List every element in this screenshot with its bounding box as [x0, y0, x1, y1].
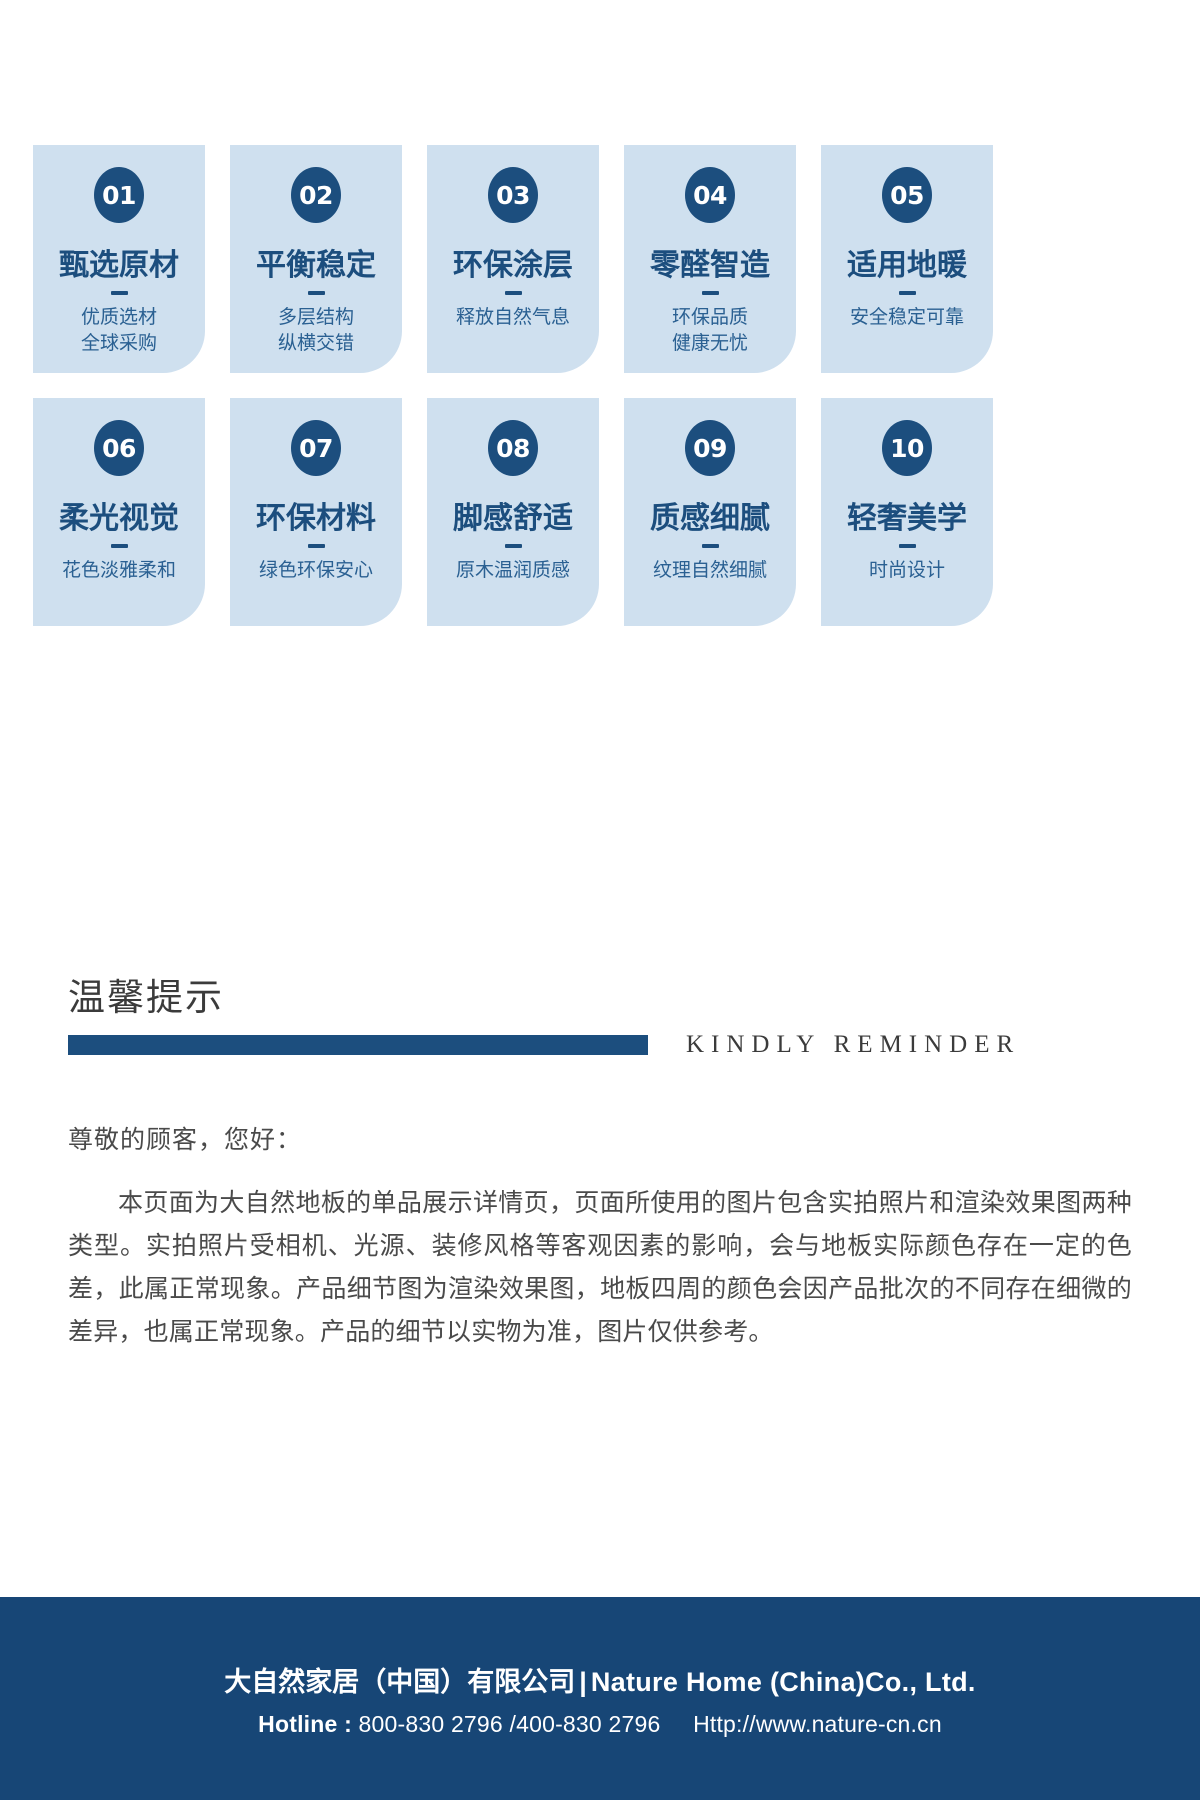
reminder-title-en: KINDLY REMINDER: [686, 1031, 1021, 1059]
footer-separator: |: [579, 1666, 587, 1697]
feature-description: 绿色环保安心: [258, 560, 373, 581]
reminder-accent-bar: [68, 1035, 648, 1056]
feature-description: 安全稳定可靠: [849, 307, 964, 328]
feature-number-badge: 03: [488, 167, 538, 223]
feature-description: 环保品质 健康无忧: [671, 307, 748, 354]
feature-number-badge: 10: [882, 420, 932, 476]
feature-title: 质感细腻: [650, 502, 770, 535]
feature-card[interactable]: 06 柔光视觉 花色淡雅柔和: [33, 398, 205, 626]
divider-dash-icon: [307, 291, 325, 295]
reminder-title-cn: 温馨提示: [68, 977, 224, 1018]
feature-description: 优质选材 全球采购: [80, 307, 157, 354]
feature-title: 柔光视觉: [59, 502, 179, 535]
feature-card[interactable]: 03 环保涂层 释放自然气息: [427, 145, 599, 373]
feature-number-badge: 02: [291, 167, 341, 223]
reminder-header: 温馨提示 KINDLY REMINDER: [68, 975, 1132, 1059]
feature-description: 原木温润质感: [455, 560, 570, 581]
divider-dash-icon: [504, 291, 522, 295]
feature-number-badge: 07: [291, 420, 341, 476]
feature-card[interactable]: 07 环保材料 绿色环保安心: [230, 398, 402, 626]
feature-description: 花色淡雅柔和: [61, 560, 176, 581]
feature-number-badge: 01: [94, 167, 144, 223]
divider-dash-icon: [701, 291, 719, 295]
feature-grid: 01 甄选原材 优质选材 全球采购 02 平衡稳定 多层结构 纵横交错 03 环…: [33, 145, 1167, 626]
divider-dash-icon: [110, 291, 128, 295]
feature-row-1: 01 甄选原材 优质选材 全球采购 02 平衡稳定 多层结构 纵横交错 03 环…: [33, 145, 1167, 373]
page-footer: 大自然家居（中国）有限公司 | Nature Home (China)Co., Lt…: [0, 1597, 1200, 1800]
feature-description: 纹理自然细腻: [652, 560, 767, 581]
feature-title: 环保材料: [256, 502, 376, 535]
feature-row-2: 06 柔光视觉 花色淡雅柔和 07 环保材料 绿色环保安心 08 脚感舒适 原木…: [33, 398, 1167, 626]
footer-company-line: 大自然家居（中国）有限公司 | Nature Home (China)Co., Lt…: [224, 1660, 975, 1699]
footer-contact-line: Hotline : 800-830 2796 /400-830 2796 Htt…: [258, 1711, 942, 1738]
feature-card[interactable]: 10 轻奢美学 时尚设计: [821, 398, 993, 626]
feature-description: 多层结构 纵横交错: [277, 307, 354, 354]
footer-company-cn: 大自然家居（中国）有限公司: [224, 1666, 576, 1697]
footer-hotline-label: Hotline :: [258, 1710, 352, 1737]
footer-company-en: Nature Home (China)Co., Ltd.: [590, 1666, 976, 1697]
feature-title: 平衡稳定: [256, 249, 376, 282]
feature-card[interactable]: 09 质感细腻 纹理自然细腻: [624, 398, 796, 626]
feature-card[interactable]: 05 适用地暖 安全稳定可靠: [821, 145, 993, 373]
feature-card[interactable]: 02 平衡稳定 多层结构 纵横交错: [230, 145, 402, 373]
footer-hotline-numbers: 800-830 2796 /400-830 2796: [358, 1710, 661, 1737]
feature-number-badge: 05: [882, 167, 932, 223]
feature-title: 适用地暖: [847, 249, 967, 282]
divider-dash-icon: [110, 544, 128, 548]
divider-dash-icon: [898, 544, 916, 548]
reminder-rule-row: KINDLY REMINDER: [68, 1031, 1132, 1059]
feature-title: 脚感舒适: [453, 502, 573, 535]
feature-number-badge: 08: [488, 420, 538, 476]
feature-card[interactable]: 04 零醛智造 环保品质 健康无忧: [624, 145, 796, 373]
reminder-greeting: 尊敬的顾客，您好：: [68, 1126, 303, 1154]
feature-number-badge: 04: [685, 167, 735, 223]
divider-dash-icon: [701, 544, 719, 548]
feature-title: 轻奢美学: [847, 502, 967, 535]
feature-title: 甄选原材: [59, 249, 179, 282]
divider-dash-icon: [504, 544, 522, 548]
feature-card[interactable]: 01 甄选原材 优质选材 全球采购: [33, 145, 205, 373]
reminder-body: 本页面为大自然地板的单品展示详情页，页面所使用的图片包含实拍照片和渲染效果图两种…: [68, 1189, 1132, 1346]
feature-title: 环保涂层: [453, 249, 573, 282]
feature-number-badge: 09: [685, 420, 735, 476]
feature-description: 时尚设计: [868, 560, 945, 581]
feature-card[interactable]: 08 脚感舒适 原木温润质感: [427, 398, 599, 626]
feature-description: 释放自然气息: [455, 307, 570, 328]
footer-website-link[interactable]: Http://www.nature-cn.cn: [693, 1710, 942, 1737]
divider-dash-icon: [307, 544, 325, 548]
divider-dash-icon: [898, 291, 916, 295]
feature-number-badge: 06: [94, 420, 144, 476]
feature-title: 零醛智造: [650, 249, 770, 282]
